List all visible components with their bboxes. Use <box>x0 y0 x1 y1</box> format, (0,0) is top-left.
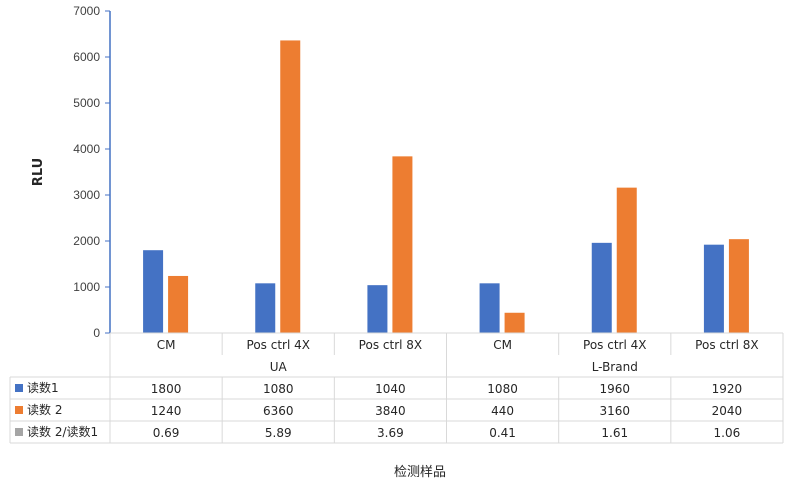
table-cell: 440 <box>491 404 514 418</box>
x-category-label: Pos ctrl 8X <box>695 338 758 352</box>
x-category-label: Pos ctrl 4X <box>247 338 310 352</box>
y-tick-label: 6000 <box>73 50 100 64</box>
legend-key <box>15 428 23 436</box>
table-cell: 1800 <box>151 382 182 396</box>
table-cell: 6360 <box>263 404 294 418</box>
bars <box>143 40 749 333</box>
x-category-label: CM <box>493 338 512 352</box>
bar-reading2 <box>504 312 525 333</box>
table-cell: 1920 <box>712 382 743 396</box>
table-cell: 5.89 <box>265 426 292 440</box>
table-cell: 1040 <box>375 382 406 396</box>
y-tick-label: 5000 <box>73 96 100 110</box>
bar-reading2 <box>392 156 413 333</box>
y-tick-label: 3000 <box>73 188 100 202</box>
table-cell: 1080 <box>487 382 518 396</box>
bar-reading1 <box>143 250 164 333</box>
y-tick-label: 4000 <box>73 142 100 156</box>
y-tick-label: 7000 <box>73 4 100 18</box>
x-category-label: CM <box>157 338 176 352</box>
bar-reading2 <box>728 239 749 333</box>
bar-reading1 <box>591 242 612 333</box>
table-cell: 1960 <box>599 382 630 396</box>
x-group-label: UA <box>270 360 288 374</box>
x-category-label: Pos ctrl 4X <box>583 338 646 352</box>
table-cell: 0.69 <box>153 426 180 440</box>
bar-reading2 <box>168 275 189 333</box>
y-tick-label: 0 <box>93 326 100 340</box>
table-cell: 3.69 <box>377 426 404 440</box>
table-cell: 1080 <box>263 382 294 396</box>
y-axis-title: RLU <box>31 158 46 186</box>
data-table: CM Pos ctrl 4X Pos ctrl 8X CM Pos ctrl 4X Pos… <box>9 332 784 444</box>
table-cell: 1.61 <box>601 426 628 440</box>
table-cell: 2040 <box>712 404 743 418</box>
bar-reading2 <box>616 187 637 333</box>
x-category-label: Pos ctrl 8X <box>359 338 422 352</box>
y-tick-label: 1000 <box>73 280 100 294</box>
table-cell: 3840 <box>375 404 406 418</box>
legend-label: 读数 2/读数1 <box>27 424 98 439</box>
y-tick-label: 2000 <box>73 234 100 248</box>
x-group-label: L-Brand <box>592 360 638 374</box>
bar-reading1 <box>255 283 276 333</box>
legend-label: 读数 2 <box>27 402 62 417</box>
legend-label: 读数1 <box>27 380 59 395</box>
legend-key <box>15 384 23 392</box>
table-cell: 0.41 <box>489 426 516 440</box>
table-cell: 3160 <box>599 404 630 418</box>
bar-reading1 <box>367 285 388 333</box>
table-cell: 1.06 <box>714 426 741 440</box>
table-cell: 1240 <box>151 404 182 418</box>
legend-key <box>15 406 23 414</box>
bar-reading2 <box>280 40 301 333</box>
y-axis: 0 1000 2000 3000 4000 5000 6000 7000 <box>73 4 111 340</box>
x-axis-title: 检测样品 <box>394 465 446 480</box>
bar-reading1 <box>703 244 724 333</box>
bar-reading1 <box>479 283 500 333</box>
